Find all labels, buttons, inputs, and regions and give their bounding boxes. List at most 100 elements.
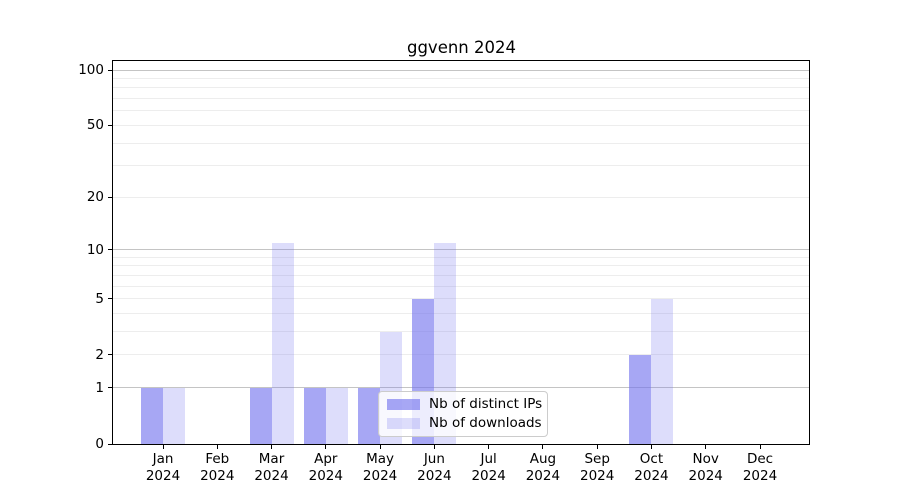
gridline-minor [113, 298, 810, 300]
x-tick-label-year: 2024 [362, 468, 398, 484]
x-tick [759, 445, 761, 449]
x-tick-label: Dec 2024 [728, 451, 792, 485]
x-tick [325, 445, 327, 449]
legend: Nb of distinct IPs Nb of downloads [378, 391, 548, 437]
y-tick-label: 0 [95, 436, 104, 452]
bar-downloads [163, 387, 185, 444]
x-tick-label-month: Oct [639, 451, 664, 467]
x-tick-label: Aug 2024 [511, 451, 575, 485]
x-tick-label-year: 2024 [579, 468, 615, 484]
legend-label-distinct-ips: Nb of distinct IPs [429, 396, 543, 412]
x-tick-label-month: May [366, 451, 395, 467]
x-tick-label-year: 2024 [471, 468, 506, 484]
y-tick-label: 100 [78, 62, 104, 79]
x-tick-label-month: Mar [258, 451, 285, 467]
x-tick-label-year: 2024 [688, 468, 723, 484]
x-tick [596, 445, 598, 449]
y-tick [108, 354, 112, 356]
gridline-minor [113, 285, 810, 287]
x-tick [271, 445, 273, 449]
x-tick-label: Jan 2024 [131, 451, 195, 485]
gridline-minor [113, 98, 810, 100]
gridline-minor [113, 354, 810, 356]
x-tick-label-year: 2024 [254, 468, 289, 484]
bar-distinct-ips [303, 387, 326, 444]
x-tick-label-year: 2024 [200, 468, 235, 484]
gridline-minor [113, 124, 810, 126]
y-tick [108, 387, 112, 389]
bar-distinct-ips [358, 387, 381, 444]
x-tick-label-month: Feb [205, 451, 230, 467]
bar-downloads [271, 242, 294, 444]
bar-distinct-ips [629, 354, 652, 444]
gridline-minor [113, 110, 810, 112]
gridline-major [113, 387, 810, 389]
x-tick-label-year: 2024 [308, 468, 343, 484]
legend-item-downloads: Nb of downloads [387, 415, 542, 432]
x-tick-label-year: 2024 [145, 468, 181, 484]
bar-distinct-ips [141, 387, 163, 444]
x-tick-label-month: Aug [529, 451, 557, 467]
gridline-minor [113, 331, 810, 333]
gridline-minor [113, 142, 810, 144]
y-tick-label: 10 [86, 241, 104, 258]
gridline-minor [113, 78, 810, 80]
x-tick-label-year: 2024 [634, 468, 669, 484]
y-tick-label: 5 [95, 290, 104, 307]
bar-distinct-ips [249, 387, 272, 444]
y-tick [108, 443, 112, 445]
x-tick [379, 445, 381, 449]
x-tick-label-month: Nov [692, 451, 719, 467]
x-tick-label: Jun 2024 [402, 451, 466, 485]
gridline-minor [113, 87, 810, 89]
y-tick-label: 2 [95, 346, 104, 363]
y-tick [108, 298, 112, 300]
x-tick-label: Mar 2024 [240, 451, 304, 485]
x-tick [162, 445, 164, 449]
bar-downloads [325, 387, 348, 444]
y-tick-label: 1 [95, 379, 104, 396]
gridline-minor [113, 313, 810, 315]
x-tick-label: Sep 2024 [565, 451, 629, 485]
legend-item-distinct-ips: Nb of distinct IPs [387, 396, 543, 413]
x-tick-label: Oct 2024 [619, 451, 683, 485]
x-tick [650, 445, 652, 449]
x-tick [542, 445, 544, 449]
x-tick [705, 445, 707, 449]
y-tick [108, 196, 112, 198]
y-tick [108, 69, 112, 71]
gridline-minor [113, 265, 810, 267]
x-tick-label-year: 2024 [525, 468, 561, 484]
x-tick-label: Feb 2024 [185, 451, 249, 485]
gridline-minor [113, 256, 810, 258]
x-tick-label-month: Sep [584, 451, 610, 467]
y-tick [108, 124, 112, 126]
x-tick [216, 445, 218, 449]
x-tick-label: Nov 2024 [674, 451, 738, 485]
gridline-major [113, 69, 810, 71]
x-tick-label-month: Jan [152, 451, 174, 467]
x-tick [433, 445, 435, 449]
y-tick [108, 249, 112, 251]
y-tick-label: 20 [86, 189, 104, 206]
chart-title: ggvenn 2024 [406, 38, 516, 57]
x-tick-label-month: Dec [746, 451, 774, 467]
legend-swatch-distinct-ips [387, 399, 420, 410]
x-tick-label-month: Jun [423, 451, 445, 467]
x-tick-label: May 2024 [348, 451, 412, 485]
gridline-minor [113, 165, 810, 167]
gridline-major [113, 249, 810, 251]
x-tick-label-year: 2024 [417, 468, 452, 484]
x-tick-label: Apr 2024 [294, 451, 358, 485]
legend-swatch-downloads [387, 418, 420, 429]
x-tick-label-year: 2024 [742, 468, 778, 484]
gridline-minor [113, 196, 810, 198]
legend-label-downloads: Nb of downloads [429, 415, 542, 431]
x-tick-label-month: Jul [480, 451, 497, 467]
x-tick-label: Jul 2024 [457, 451, 521, 485]
y-tick-label: 50 [86, 117, 104, 134]
bar-downloads [651, 298, 674, 444]
x-tick-label-month: Apr [314, 451, 338, 467]
gridline-minor [113, 275, 810, 277]
